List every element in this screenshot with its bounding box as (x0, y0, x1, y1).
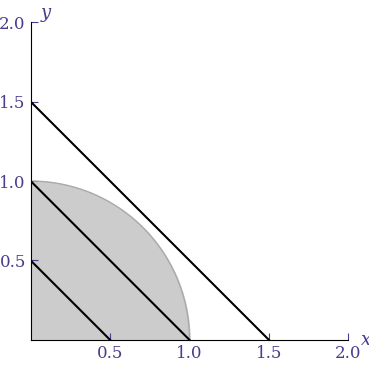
Text: x: x (361, 331, 369, 349)
Text: y: y (40, 4, 50, 22)
